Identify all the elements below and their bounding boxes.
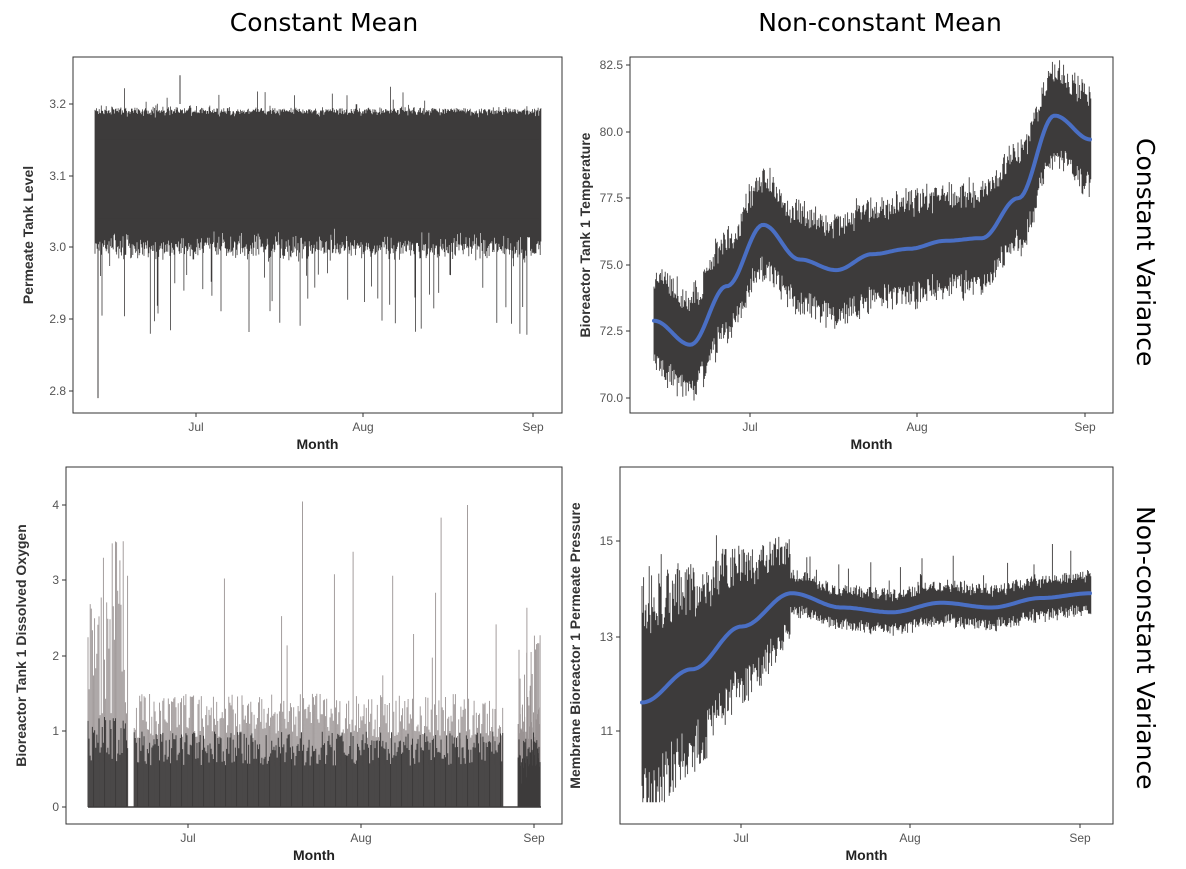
smooth-trend-line [652,113,1092,347]
y-tick-label: 77.5 [600,191,624,205]
y-tick-label: 82.5 [600,58,624,72]
x-tick-label: Sep [1069,831,1091,845]
x-tick-label: Sep [523,831,545,845]
y-tick-label: 13 [600,630,614,644]
y-tick-label: 2.8 [49,384,66,398]
series-trace [653,60,1092,401]
chart-dissolved-oxygen: 0 1 2 3 4 Jul Aug Sep Month Bioreactor Tank 1 Dis… [13,466,563,863]
y-tick-label: 3.2 [49,97,66,111]
x-axis-label: Month [293,847,335,863]
x-tick-label: Aug [350,831,371,845]
x-axis-label: Month [846,847,888,863]
y-tick-label: 3.1 [49,169,66,183]
x-axis-label: Month [297,436,339,452]
chart-permeate-pressure: 11 13 15 Jul Aug Sep Month Membrane Bioreactor … [567,466,1114,863]
chart-bioreactor-temperature: 70.0 72.5 75.0 77.5 80.0 82.5 Jul Aug Sep Month Bi… [577,56,1114,452]
x-tick-label: Jul [742,420,757,434]
x-tick-label: Jul [180,831,195,845]
column-title-constant-mean: Constant Mean [229,8,419,37]
y-tick-label: 0 [52,800,59,814]
plot-frame [65,466,563,825]
plot-frame [619,466,1114,825]
x-tick-label: Jul [733,831,748,845]
plot-frame [72,56,563,414]
series-trace [641,535,1092,803]
chart-permeate-tank-level: 2.8 2.9 3.0 3.1 3.2 Jul Aug Sep Month Permeate Ta… [20,56,563,452]
y-tick-label: 70.0 [600,391,624,405]
column-title-nonconstant-mean: Non-constant Mean [758,8,1002,37]
x-axis-label: Month [851,436,893,452]
x-tick-label: Sep [1074,420,1096,434]
y-tick-label: 72.5 [600,324,624,338]
y-tick-label: 3 [52,573,59,587]
y-axis-label: Permeate Tank Level [20,166,36,304]
series-trace [87,717,541,807]
y-tick-label: 15 [600,534,614,548]
plot-frame [629,56,1114,414]
y-tick-label: 2 [52,649,59,663]
x-tick-label: Jul [188,420,203,434]
y-axis-label: Membrane Bioreactor 1 Permeate Pressure [567,502,583,789]
x-tick-label: Aug [899,831,920,845]
smooth-trend-line [640,591,1092,705]
y-axis-label: Bioreactor Tank 1 Dissolved Oxygen [13,524,29,767]
y-tick-label: 2.9 [49,312,66,326]
y-tick-label: 80.0 [600,125,624,139]
x-tick-label: Sep [522,420,544,434]
x-tick-label: Aug [352,420,373,434]
y-tick-label: 4 [52,498,59,512]
y-tick-label: 11 [601,724,614,738]
y-tick-label: 1 [52,724,59,738]
y-axis-label: Bioreactor Tank 1 Temperature [577,132,593,337]
series-core [97,139,539,219]
x-tick-label: Aug [906,420,927,434]
y-tick-label: 75.0 [600,258,624,272]
y-tick-label: 3.0 [49,240,66,254]
series-outlier [97,75,181,399]
